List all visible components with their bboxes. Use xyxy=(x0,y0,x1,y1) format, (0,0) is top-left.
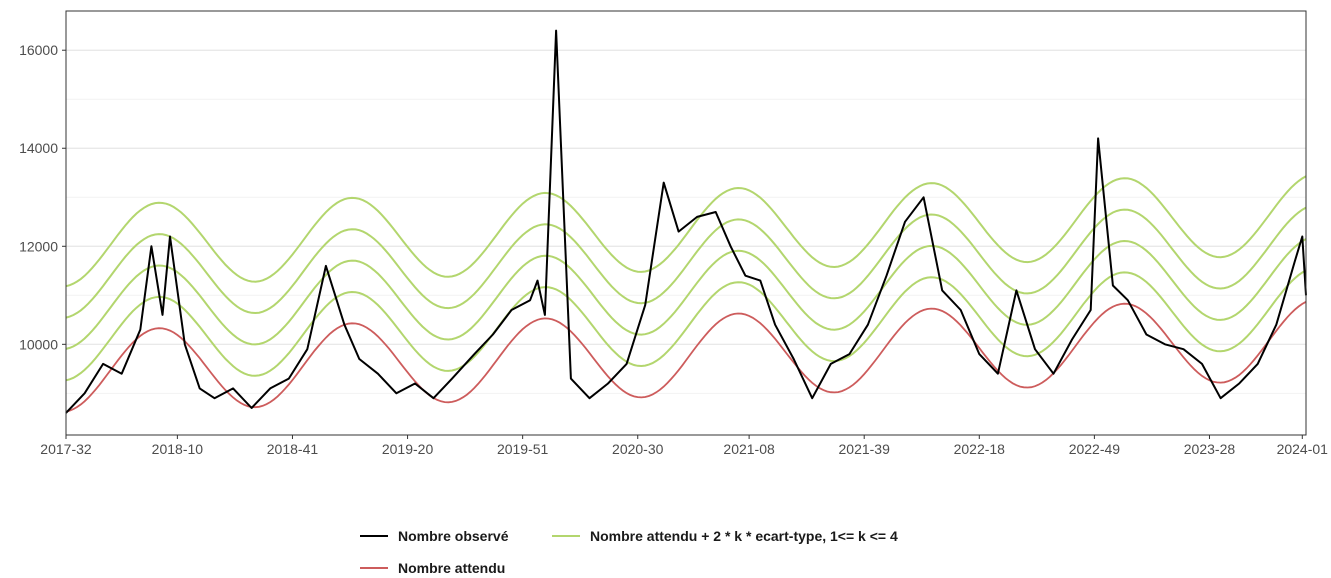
y-tick-label: 16000 xyxy=(19,42,58,58)
y-tick-label: 12000 xyxy=(19,238,58,254)
y-axis: 10000 12000 14000 16000 xyxy=(19,42,66,352)
expected-series xyxy=(65,301,1307,413)
x-tick-label: 2018-41 xyxy=(267,441,319,457)
x-tick-label: 2020-30 xyxy=(612,441,664,457)
y-tick-label: 14000 xyxy=(19,140,58,156)
x-axis: 2017-32 2018-10 2018-41 2019-20 2019-51 2020-… xyxy=(40,435,1328,457)
x-tick-label: 2021-08 xyxy=(723,441,775,457)
legend-label-observed: Nombre observé xyxy=(398,528,509,544)
threshold-line-k3 xyxy=(65,206,1307,319)
observed-line xyxy=(65,29,1307,414)
y-tick-label: 10000 xyxy=(19,336,58,352)
plot-background xyxy=(66,11,1306,435)
threshold-line-k2 xyxy=(65,238,1307,350)
expected-line xyxy=(65,301,1307,413)
x-tick-label: 2024-01 xyxy=(1277,441,1329,457)
threshold-line-k4 xyxy=(65,175,1307,288)
grid xyxy=(66,49,1306,394)
x-tick-label: 2023-28 xyxy=(1184,441,1236,457)
threshold-series xyxy=(65,175,1307,382)
legend: Nombre observé Nombre attendu + 2 * k * … xyxy=(360,528,898,576)
legend-label-expected: Nombre attendu xyxy=(398,560,505,576)
plot-border xyxy=(65,10,1307,436)
legend-label-threshold: Nombre attendu + 2 * k * ecart-type, 1<=… xyxy=(590,528,898,544)
x-tick-label: 2021-39 xyxy=(839,441,891,457)
x-tick-label: 2017-32 xyxy=(40,441,92,457)
legend-item-threshold: Nombre attendu + 2 * k * ecart-type, 1<=… xyxy=(552,528,898,544)
legend-item-expected: Nombre attendu xyxy=(360,560,505,576)
x-tick-label: 2019-20 xyxy=(382,441,434,457)
x-tick-label: 2022-49 xyxy=(1069,441,1121,457)
threshold-line-k1 xyxy=(65,269,1307,382)
observed-series xyxy=(65,29,1307,414)
x-tick-label: 2022-18 xyxy=(954,441,1006,457)
x-tick-label: 2019-51 xyxy=(497,441,549,457)
legend-item-observed: Nombre observé xyxy=(360,528,509,544)
x-tick-label: 2018-10 xyxy=(152,441,204,457)
